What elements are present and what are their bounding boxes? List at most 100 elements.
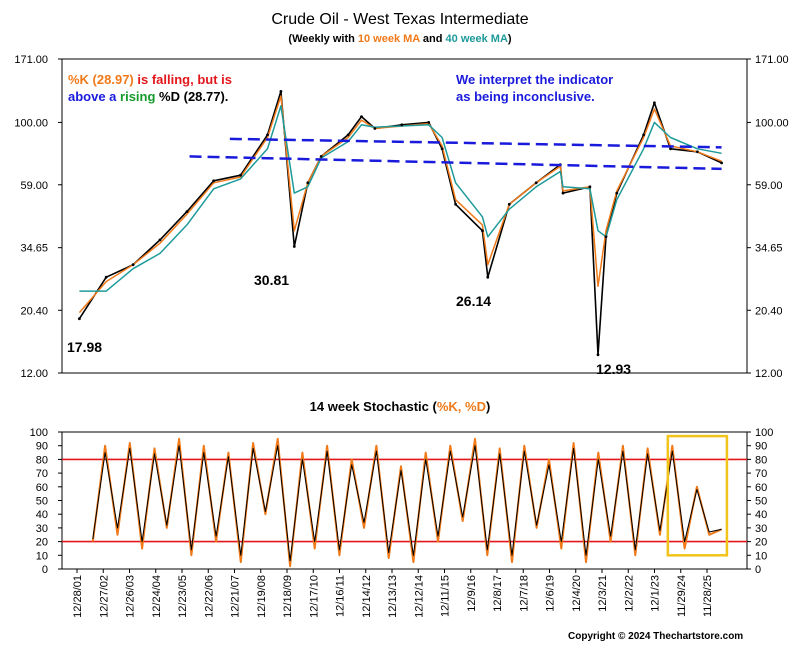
price-point [486, 275, 490, 279]
highlight-box [666, 434, 729, 557]
trendline [229, 137, 722, 149]
price-point [185, 210, 189, 214]
stoch-title-d: %D [465, 399, 486, 414]
x-tick-label: 12/17/10 [308, 575, 320, 618]
y-tick-label-left: 59.00 [20, 180, 48, 192]
price-point [440, 147, 444, 151]
price-point [696, 150, 699, 154]
y-tick-label-right: 20 [755, 537, 767, 549]
stochastic-title: 14 week Stochastic (%K, %D) [0, 399, 800, 414]
copyright-text: Copyright © 2024 Thechartstore.com [568, 631, 744, 642]
x-tick-label: 12/8/17 [492, 575, 504, 612]
subtitle-ma10: 10 week MA [357, 33, 420, 45]
y-tick-label-right: 100.00 [755, 117, 789, 129]
annotation-right: We interpret the indicator as being incon… [456, 71, 613, 105]
x-tick-label: 12/24/04 [151, 575, 163, 618]
x-tick-label: 11/28/25 [702, 575, 714, 617]
price-point [669, 147, 672, 151]
y-tick-label-right: 0 [755, 564, 761, 576]
annotation-rising: rising [120, 89, 156, 104]
low-label: 30.81 [254, 272, 290, 288]
y-tick-label-left: 10 [36, 550, 48, 562]
y-tick-label-left: 100.00 [14, 117, 48, 129]
x-tick-label: 12/23/05 [177, 575, 189, 618]
price-point [588, 185, 592, 189]
annotation-left: %K (28.97) is falling, but is above a ris… [68, 71, 232, 105]
stoch-title-k: %K [436, 399, 458, 414]
y-tick-label-left: 70 [36, 468, 48, 480]
x-tick-label: 12/4/20 [571, 575, 583, 612]
x-tick-label: 12/22/06 [203, 575, 215, 618]
ma10-series-line [78, 95, 722, 314]
price-point [104, 275, 108, 279]
price-point [653, 101, 656, 105]
price-point [279, 90, 283, 93]
x-tick-label: 12/13/13 [387, 575, 399, 618]
x-tick-label: 12/3/21 [597, 575, 609, 612]
y-tick-label-left: 30 [36, 523, 48, 535]
price-point [427, 121, 431, 124]
y-tick-label-left: 34.65 [20, 243, 48, 255]
x-tick-label: 12/27/02 [98, 575, 110, 618]
y-tick-label-right: 59.00 [755, 180, 783, 192]
y-tick-label-right: 90 [755, 441, 767, 453]
price-point [720, 161, 723, 165]
price-point [78, 317, 81, 321]
y-tick-label-left: 0 [42, 564, 48, 576]
price-point [604, 235, 608, 239]
price-point [306, 181, 310, 185]
price-panel: 171.00 171.00 100.00 100.00 59.00 59.00 34.65 3… [14, 54, 788, 380]
y-tick-label-right: 34.65 [755, 243, 783, 255]
x-tick-label: 12/11/15 [440, 575, 452, 617]
annotation-right-line2: as being inconclusive. [456, 89, 595, 104]
y-tick-label-left: 40 [36, 509, 48, 521]
trendline [189, 155, 722, 171]
x-tick-label: 12/28/01 [72, 575, 84, 618]
y-tick-label-right: 80 [755, 454, 767, 466]
price-point [642, 133, 645, 137]
price-point [615, 191, 619, 195]
x-tick-label: 12/14/12 [361, 575, 373, 618]
ma40-series-line [79, 105, 722, 292]
annotation-right-line1: We interpret the indicator [456, 72, 614, 87]
annotation-k: %K (28.97) [68, 72, 134, 87]
y-tick-label-left: 50 [36, 496, 48, 508]
price-point [360, 115, 363, 118]
price-point [158, 238, 162, 242]
price-point [212, 179, 216, 183]
y-tick-label-left: 80 [36, 454, 48, 466]
y-tick-label-right: 70 [755, 468, 767, 480]
y-tick-label-left: 60 [36, 482, 48, 494]
price-point [239, 173, 243, 177]
price-point [373, 127, 377, 130]
price-point [481, 229, 484, 233]
x-tick-label: 12/19/08 [256, 575, 268, 618]
price-point [596, 353, 600, 357]
y-tick-label-left: 20 [36, 537, 48, 549]
annotation-above: above a [68, 89, 121, 104]
annotation-falling: falling [151, 72, 191, 87]
y-tick-label-right: 40 [755, 509, 767, 521]
y-tick-label-left: 12.00 [20, 368, 48, 380]
y-tick-label-right: 50 [755, 496, 767, 508]
price-point [319, 155, 323, 158]
y-tick-label-left: 20.40 [20, 305, 48, 317]
x-tick-label: 12/26/03 [125, 575, 137, 618]
y-tick-label-right: 100 [755, 427, 773, 439]
price-point [131, 263, 135, 267]
x-tick-label: 12/7/18 [518, 575, 530, 612]
price-plot-frame [61, 58, 748, 374]
x-tick-label: 12/12/14 [413, 575, 425, 618]
stoch-title-sep: , [457, 399, 466, 414]
subtitle-prefix: (Weekly with [288, 33, 358, 45]
x-tick-label: 12/9/16 [466, 575, 478, 612]
price-point [534, 181, 538, 185]
subtitle-ma40: 40 week MA [445, 33, 508, 45]
y-tick-label-left: 171.00 [14, 54, 48, 66]
low-label: 17.98 [67, 339, 103, 355]
x-tick-label: 12/6/19 [545, 575, 557, 612]
price-point [266, 133, 269, 137]
x-tick-label: 12/2/22 [623, 575, 635, 612]
